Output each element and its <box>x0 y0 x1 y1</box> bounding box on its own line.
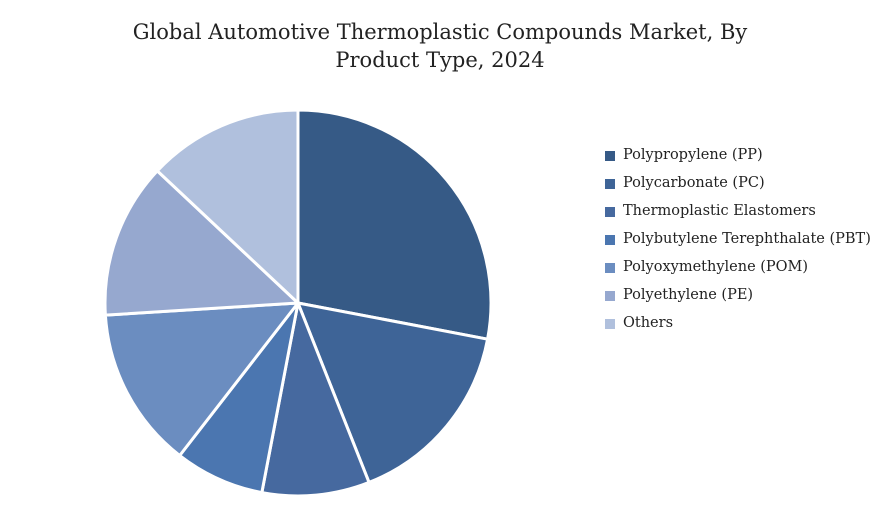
pie-slice-2 <box>260 301 371 498</box>
legend-swatch-4 <box>605 263 615 273</box>
legend-item-4: Polyoxymethylene (POM) <box>605 258 875 276</box>
legend-label-1: Polycarbonate (PC) <box>623 175 765 191</box>
chart-title: Global Automotive Thermoplastic Compound… <box>132 20 748 72</box>
legend-item-0: Polypropylene (PP) <box>605 146 875 164</box>
pie-slices <box>103 108 493 498</box>
pie-slice-0 <box>296 108 493 341</box>
legend-swatch-0 <box>605 151 615 161</box>
legend-label-3: Polybutylene Terephthalate (PBT) <box>623 231 871 247</box>
legend-item-6: Others <box>605 314 875 332</box>
pie-slice-6 <box>155 108 300 305</box>
legend-item-3: Polybutylene Terephthalate (PBT) <box>605 230 875 248</box>
legend-label-2: Thermoplastic Elastomers <box>623 203 816 219</box>
legend-swatch-3 <box>605 235 615 245</box>
legend-swatch-5 <box>605 291 615 301</box>
legend: Polypropylene (PP) Polycarbonate (PC) Ther… <box>605 146 875 342</box>
pie-slice-5 <box>103 169 300 317</box>
legend-label-0: Polypropylene (PP) <box>623 147 763 163</box>
legend-swatch-6 <box>605 319 615 329</box>
legend-item-2: Thermoplastic Elastomers <box>605 202 875 220</box>
legend-label-5: Polyethylene (PE) <box>623 287 754 303</box>
legend-item-5: Polyethylene (PE) <box>605 286 875 304</box>
pie-slice-4 <box>103 301 300 457</box>
legend-label-4: Polyoxymethylene (POM) <box>623 259 809 275</box>
legend-label-6: Others <box>623 315 674 331</box>
legend-item-1: Polycarbonate (PC) <box>605 174 875 192</box>
pie-slice-1 <box>296 301 490 484</box>
legend-swatch-1 <box>605 179 615 189</box>
legend-swatch-2 <box>605 207 615 217</box>
